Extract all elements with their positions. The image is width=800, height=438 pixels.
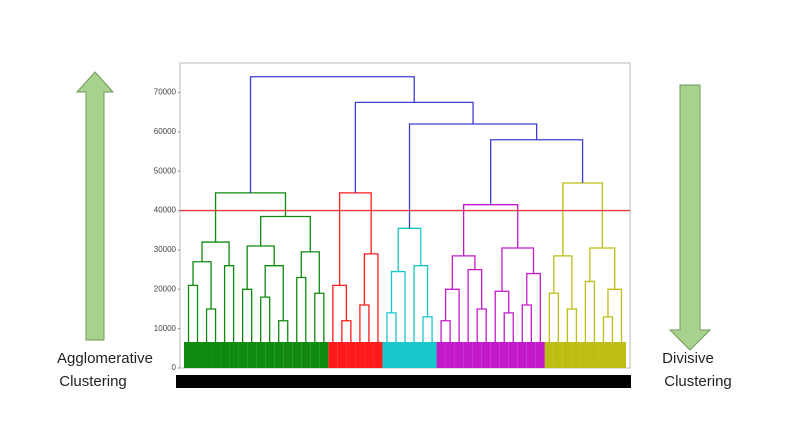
link [589,247,616,290]
link [490,139,584,205]
link [192,261,212,309]
leaf-bar [176,375,631,388]
y-tick-label: 70000 [154,88,177,97]
link [249,76,415,193]
link [260,215,311,252]
link [562,182,603,256]
link [264,265,284,321]
link [187,284,199,368]
right-label: Divisive [662,350,714,367]
link [390,270,406,368]
link [566,308,578,368]
y-tick-label: 20000 [154,284,177,293]
y-tick-label: 0 [172,363,177,372]
y-tick-label: 40000 [154,206,177,215]
link [602,316,614,368]
y-tick-label: 50000 [154,166,177,175]
link [363,253,379,368]
link [553,255,573,309]
link [451,255,476,290]
left-label: Clustering [59,373,127,390]
link [354,101,474,193]
link [501,247,535,292]
link [214,192,287,243]
link [314,292,325,368]
left-label: Agglomerative [57,350,153,367]
link [548,292,559,368]
link [201,241,230,266]
link [338,192,372,286]
link [205,308,217,368]
link [300,251,320,294]
up-arrow [75,71,115,341]
link [332,284,348,368]
down-arrow [668,84,712,351]
link [467,268,483,368]
link [422,316,433,368]
y-tick-label: 60000 [154,127,177,136]
link [476,308,487,368]
link [296,276,307,368]
y-tick-label: 10000 [154,324,177,333]
link [246,245,275,290]
y-tick-label: 30000 [154,245,177,254]
right-label: Clustering [664,373,732,390]
